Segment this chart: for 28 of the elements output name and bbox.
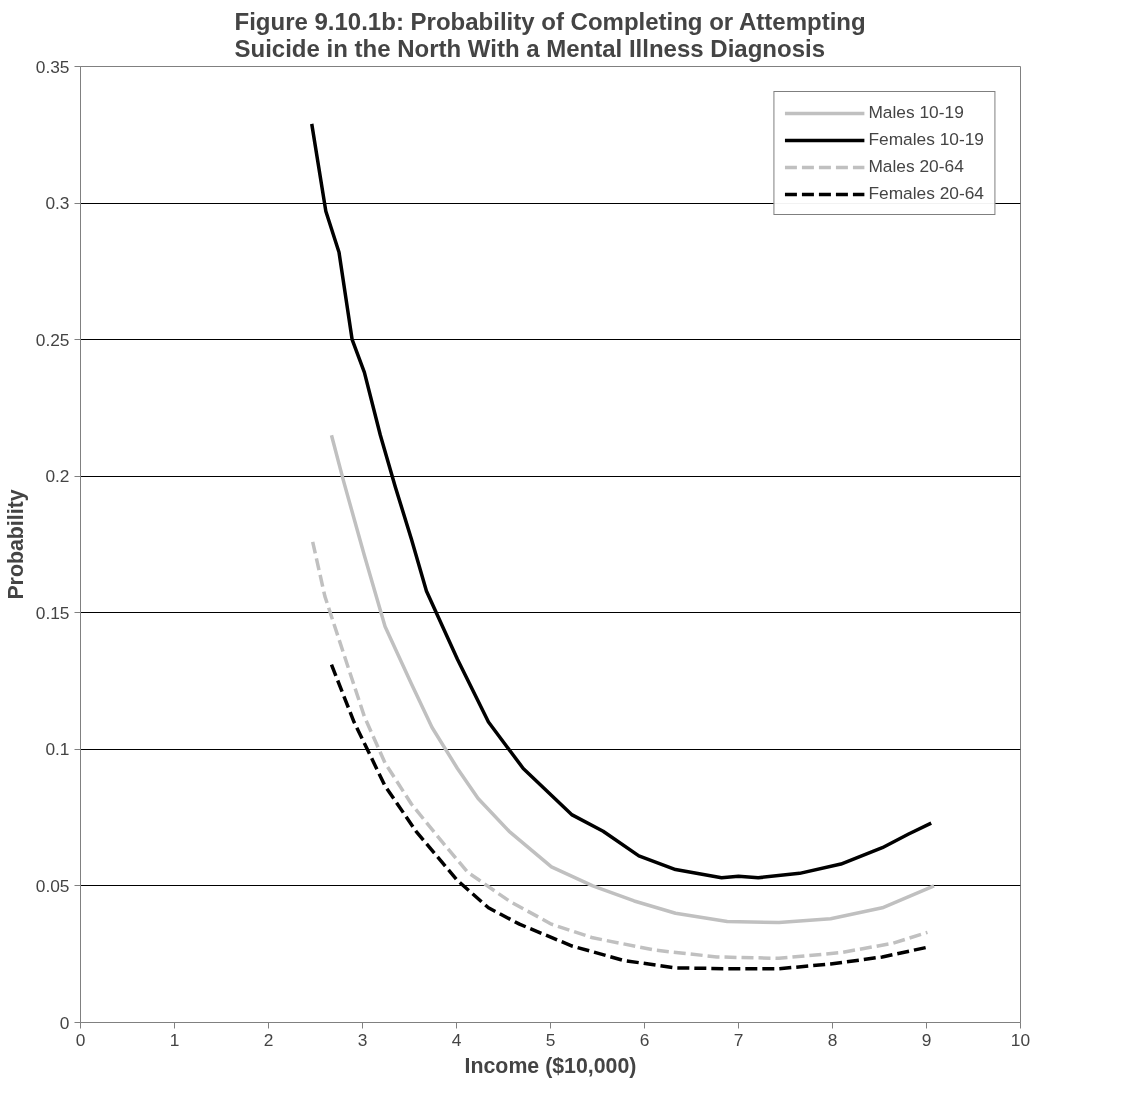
y-tick-label: 0.2 bbox=[45, 466, 70, 487]
x-tick-label: 1 bbox=[169, 1029, 180, 1050]
y-tick-label: 0.25 bbox=[35, 329, 70, 350]
legend-label: Females 10-19 bbox=[868, 129, 984, 150]
x-axis-title: Income ($10,000) bbox=[464, 1053, 637, 1078]
x-tick-label: 9 bbox=[921, 1029, 932, 1050]
x-tick-label: 7 bbox=[733, 1029, 744, 1050]
chart-title: Figure 9.10.1b: Probability of Completing or Attempting Suicide in the North With a Mental Illness Diagnosis bbox=[234, 7, 866, 62]
x-tick-label: 3 bbox=[357, 1029, 368, 1050]
legend-label: Females 20-64 bbox=[868, 183, 984, 204]
y-tick-label: 0 bbox=[59, 1012, 70, 1033]
y-axis-title: Probability bbox=[3, 489, 28, 600]
y-tick-label: 0.05 bbox=[35, 875, 70, 896]
line-series bbox=[310, 540, 930, 961]
y-tick-label: 0.1 bbox=[45, 739, 70, 760]
legend-label: Males 20-64 bbox=[868, 156, 964, 177]
y-tick-label: 0.35 bbox=[35, 56, 70, 77]
x-tick-label: 2 bbox=[263, 1029, 274, 1050]
x-tick-label: 5 bbox=[545, 1029, 556, 1050]
x-tick-label: 10 bbox=[1010, 1029, 1031, 1050]
x-tick-label: 4 bbox=[451, 1029, 462, 1050]
x-tick-label: 0 bbox=[75, 1029, 86, 1050]
x-tick-label: 6 bbox=[639, 1029, 650, 1050]
y-tick-label: 0.3 bbox=[45, 193, 70, 214]
line-series bbox=[329, 433, 936, 925]
x-tick-label: 8 bbox=[827, 1029, 838, 1050]
y-tick-label: 0.15 bbox=[35, 602, 70, 623]
legend-label: Males 10-19 bbox=[868, 102, 964, 123]
